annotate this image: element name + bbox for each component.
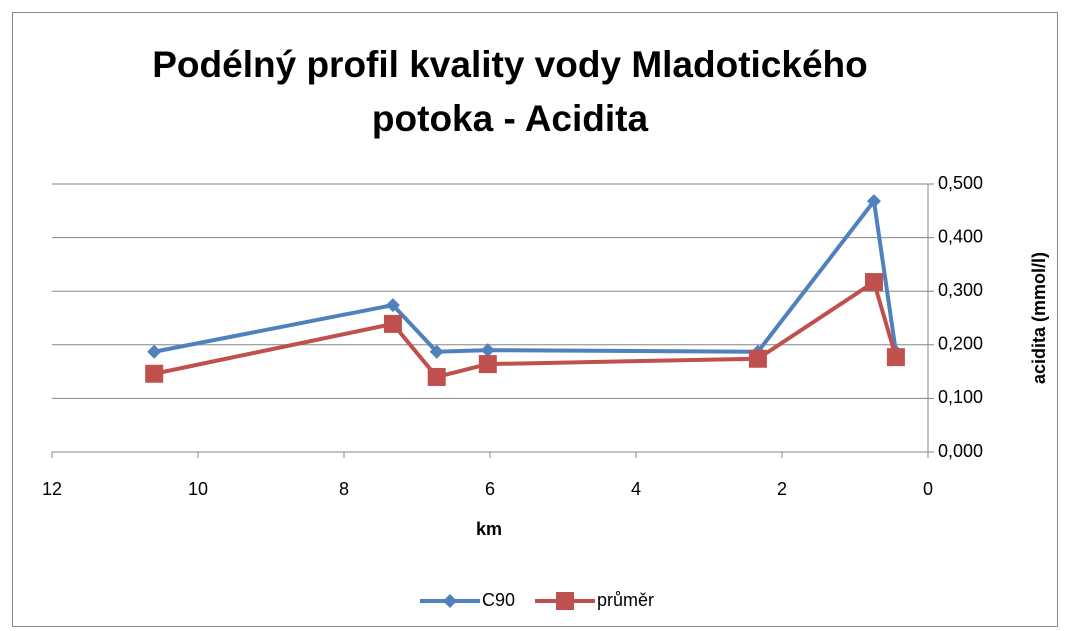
marker	[748, 349, 767, 368]
marker	[478, 355, 497, 374]
y-tick-label: 0,400	[938, 226, 983, 246]
x-tick-label: 6	[485, 479, 495, 499]
marker	[429, 344, 444, 359]
marker	[145, 364, 164, 383]
marker	[864, 273, 883, 292]
y-axis-label: acidita (mmol/l)	[1029, 252, 1049, 384]
y-tick-label: 0,300	[938, 280, 983, 300]
marker	[480, 343, 495, 358]
x-tick-label: 0	[923, 479, 933, 499]
x-tick-label: 8	[339, 479, 349, 499]
y-tick-label: 0,000	[938, 441, 983, 461]
y-tick-label: 0,500	[938, 173, 983, 193]
marker	[383, 314, 402, 333]
marker	[443, 594, 457, 608]
marker	[147, 344, 162, 359]
legend-label: C90	[482, 590, 515, 610]
x-tick-label: 2	[777, 479, 787, 499]
x-tick-label: 4	[631, 479, 641, 499]
y-tick-label: 0,200	[938, 334, 983, 354]
marker	[385, 298, 400, 313]
legend-label: průměr	[597, 590, 654, 610]
marker	[866, 194, 881, 209]
marker	[556, 592, 575, 610]
marker	[886, 348, 905, 367]
x-tick-label: 12	[42, 479, 62, 499]
x-tick-label: 10	[188, 479, 208, 499]
marker	[427, 367, 446, 386]
y-tick-label: 0,100	[938, 387, 983, 407]
chart-title: Podélný profil kvality vody Mladotického…	[152, 44, 868, 139]
x-axis-label: km	[476, 519, 502, 539]
